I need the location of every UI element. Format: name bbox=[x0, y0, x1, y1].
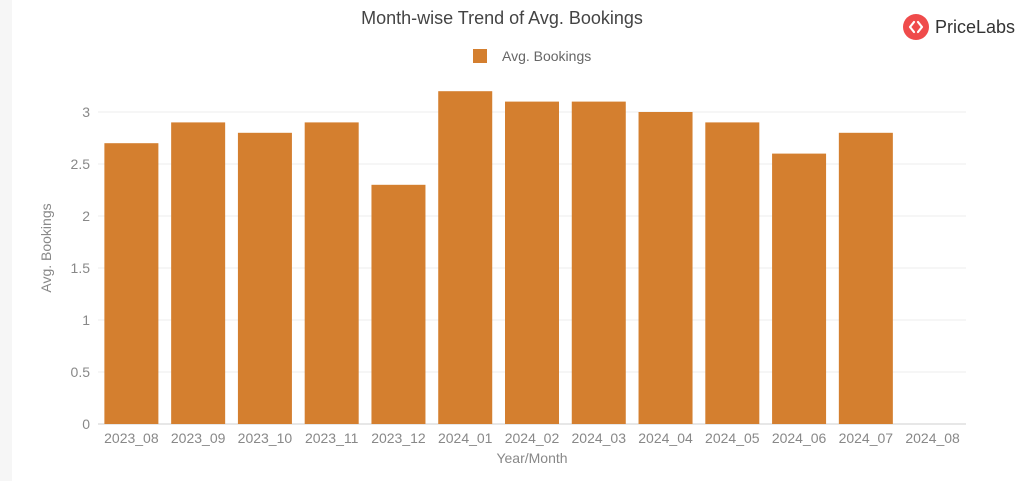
x-tick-label: 2023_08 bbox=[104, 430, 159, 446]
brand-name: PriceLabs bbox=[935, 16, 1016, 37]
legend[interactable]: Avg. Bookings bbox=[473, 48, 591, 64]
bar-2024_05[interactable] bbox=[705, 122, 760, 425]
x-tick-label: 2024_06 bbox=[772, 430, 827, 446]
chart-title: Month-wise Trend of Avg. Bookings bbox=[361, 8, 643, 28]
x-tick-label: 2023_12 bbox=[371, 430, 426, 446]
bar-2023_09[interactable] bbox=[171, 122, 226, 425]
x-tick-label: 2023_10 bbox=[238, 430, 293, 446]
legend-swatch bbox=[473, 49, 487, 63]
x-tick-label: 2024_01 bbox=[438, 430, 493, 446]
bar-2024_02[interactable] bbox=[505, 101, 559, 424]
y-tick-label: 2 bbox=[82, 208, 90, 224]
x-tick-label: 2023_09 bbox=[171, 430, 226, 446]
x-tick-label: 2024_05 bbox=[705, 430, 760, 446]
x-tick-label: 2024_08 bbox=[905, 430, 960, 446]
x-tick-label: 2024_04 bbox=[638, 430, 693, 446]
bar-2024_07[interactable] bbox=[838, 132, 893, 425]
x-tick-label: 2024_03 bbox=[572, 430, 627, 446]
left-margin-strip bbox=[0, 0, 12, 481]
bar-2023_11[interactable] bbox=[304, 122, 359, 425]
brand-logo: PriceLabs bbox=[903, 14, 1015, 40]
y-tick-labels: 0 0.5 1 1.5 2 2.5 3 bbox=[71, 104, 91, 432]
bar-2024_04[interactable] bbox=[638, 112, 693, 424]
x-tick-labels: 2023_08 2023_09 2023_10 2023_11 2023_12 2024_… bbox=[104, 430, 960, 446]
y-tick-label: 2.5 bbox=[71, 156, 91, 172]
bar-2024_03[interactable] bbox=[571, 101, 626, 424]
bars bbox=[104, 91, 893, 425]
bar-2023_08[interactable] bbox=[104, 143, 159, 424]
y-tick-label: 3 bbox=[82, 104, 90, 120]
x-tick-label: 2024_02 bbox=[505, 430, 560, 446]
bar-2024_01[interactable] bbox=[438, 91, 493, 424]
y-axis-label: Avg. Bookings bbox=[38, 203, 54, 292]
bar-2023_12[interactable] bbox=[371, 184, 426, 424]
x-tick-label: 2023_11 bbox=[305, 430, 359, 446]
pricelabs-logo-icon bbox=[903, 14, 929, 40]
bar-2024_06[interactable] bbox=[772, 153, 827, 424]
y-tick-label: 1 bbox=[82, 312, 90, 328]
y-tick-label: 0 bbox=[82, 416, 90, 432]
x-axis-label: Year/Month bbox=[496, 450, 567, 466]
x-tick-label: 2024_07 bbox=[839, 430, 894, 446]
bar-2023_10[interactable] bbox=[237, 132, 292, 425]
legend-label: Avg. Bookings bbox=[502, 48, 592, 64]
y-tick-label: 1.5 bbox=[71, 260, 91, 276]
y-tick-label: 0.5 bbox=[71, 364, 91, 380]
